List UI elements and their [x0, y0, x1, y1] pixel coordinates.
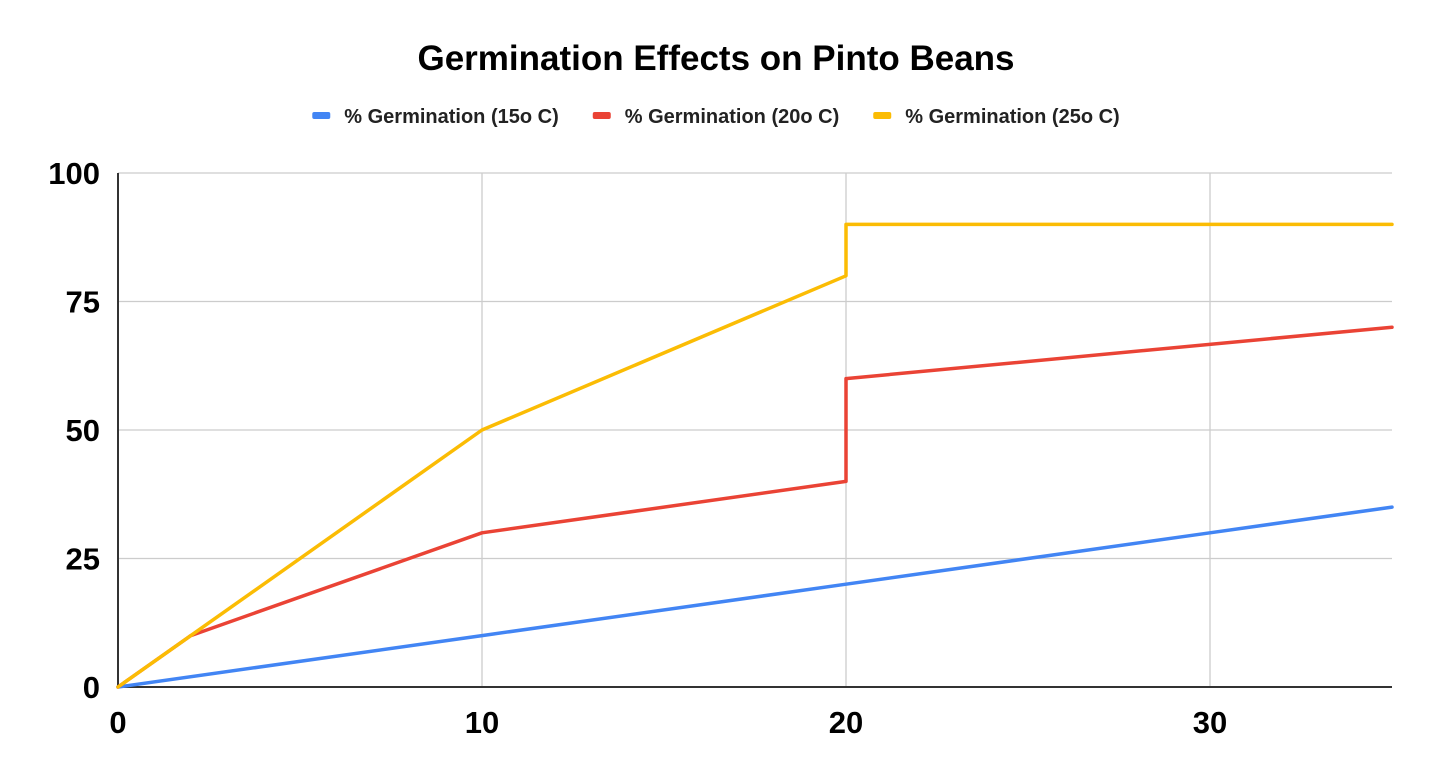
y-tick-label-0: 0	[83, 670, 100, 705]
axes	[117, 173, 1392, 688]
x-tick-label-3: 30	[1193, 705, 1227, 740]
x-tick-label-0: 0	[109, 705, 126, 740]
series-line-0	[116, 505, 1394, 689]
tick-labels: 0 25 50 75 100 0 10 20 30	[48, 156, 1227, 740]
chart-title: Germination Effects on Pinto Beans	[417, 39, 1014, 78]
legend: % Germination (15o C) % Germination (20o …	[312, 106, 1120, 128]
y-tick-label-1: 25	[66, 542, 100, 577]
series-lines	[116, 222, 1394, 689]
y-tick-label-2: 50	[66, 413, 100, 448]
y-tick-label-4: 100	[48, 156, 100, 191]
legend-label-2: % Germination (25o C)	[905, 106, 1119, 128]
y-tick-label-3: 75	[66, 285, 100, 320]
x-tick-label-2: 20	[829, 705, 863, 740]
legend-label-1: % Germination (20o C)	[625, 106, 839, 128]
legend-item-2: % Germination (25o C)	[873, 106, 1120, 128]
legend-swatch-0	[312, 112, 331, 119]
x-tick-label-1: 10	[465, 705, 499, 740]
legend-item-0: % Germination (15o C)	[312, 106, 559, 128]
legend-label-0: % Germination (15o C)	[344, 106, 558, 128]
series-line-2	[116, 222, 1394, 689]
legend-item-1: % Germination (20o C)	[592, 106, 839, 128]
legend-swatch-2	[873, 112, 892, 119]
legend-swatch-1	[592, 112, 611, 119]
gridlines	[118, 172, 1392, 687]
series-line-1	[116, 325, 1394, 689]
